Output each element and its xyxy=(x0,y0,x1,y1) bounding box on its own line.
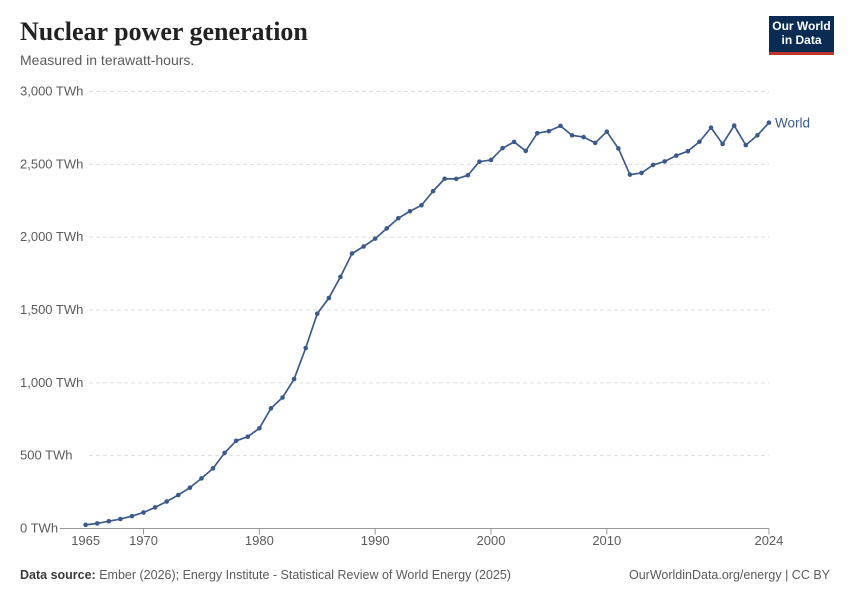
svg-text:1990: 1990 xyxy=(361,533,390,548)
svg-text:2010: 2010 xyxy=(592,533,621,548)
svg-text:1,000 TWh: 1,000 TWh xyxy=(20,375,83,390)
svg-text:2024: 2024 xyxy=(754,533,783,548)
svg-text:1965: 1965 xyxy=(71,533,100,548)
svg-text:2000: 2000 xyxy=(477,533,506,548)
svg-text:0 TWh: 0 TWh xyxy=(20,521,58,536)
svg-text:1980: 1980 xyxy=(245,533,274,548)
svg-text:1970: 1970 xyxy=(129,533,158,548)
svg-text:3,000 TWh: 3,000 TWh xyxy=(20,84,83,99)
svg-text:500 TWh: 500 TWh xyxy=(20,448,73,463)
svg-text:World: World xyxy=(775,116,810,131)
svg-text:2,000 TWh: 2,000 TWh xyxy=(20,229,83,244)
svg-text:1,500 TWh: 1,500 TWh xyxy=(20,302,83,317)
svg-text:2,500 TWh: 2,500 TWh xyxy=(20,156,83,171)
